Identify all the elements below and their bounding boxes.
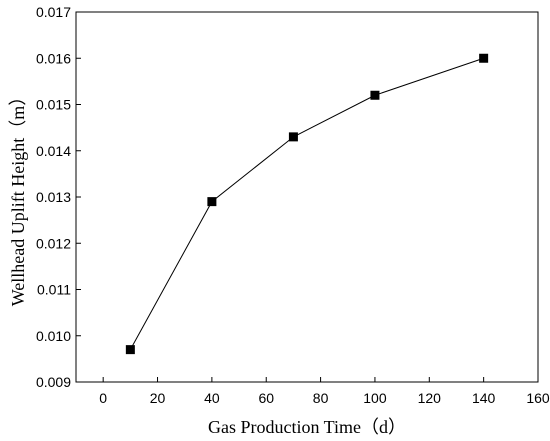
x-tick-label: 60: [258, 390, 274, 406]
plot-frame: [75, 11, 539, 383]
x-axis-title: Gas Production Time（d）: [208, 417, 406, 437]
data-point: [207, 197, 217, 207]
x-tick-label: 40: [204, 390, 220, 406]
y-axis-title: Wellhead Uplift Height（m）: [8, 88, 28, 307]
y-tick-label: 0.009: [36, 374, 71, 390]
data-point: [370, 90, 380, 100]
x-tick-label: 20: [150, 390, 166, 406]
x-tick-label: 140: [472, 390, 496, 406]
x-tick-label: 80: [313, 390, 329, 406]
x-tick-label: 160: [526, 390, 550, 406]
y-tick-label: 0.014: [36, 143, 71, 159]
data-point: [125, 345, 135, 355]
data-series: [125, 53, 489, 355]
y-tick-label: 0.013: [36, 189, 71, 205]
y-axis-ticks: 0.009 0.010 0.011 0.012 0.013 0.014 0.015 0.016…: [36, 4, 81, 390]
x-axis-ticks: 0 20 40 60 80 100 120 140 160: [99, 377, 550, 406]
data-point: [288, 132, 298, 142]
x-tick-label: 120: [418, 390, 442, 406]
series-line: [129, 57, 484, 350]
y-tick-label: 0.011: [37, 282, 71, 298]
y-tick-label: 0.016: [36, 50, 71, 66]
y-tick-label: 0.010: [36, 328, 71, 344]
y-tick-label: 0.017: [36, 4, 71, 20]
data-point: [479, 53, 489, 63]
y-tick-label: 0.012: [36, 235, 71, 251]
x-tick-label: 0: [99, 390, 107, 406]
x-tick-label: 100: [363, 390, 387, 406]
y-tick-label: 0.015: [36, 97, 71, 113]
